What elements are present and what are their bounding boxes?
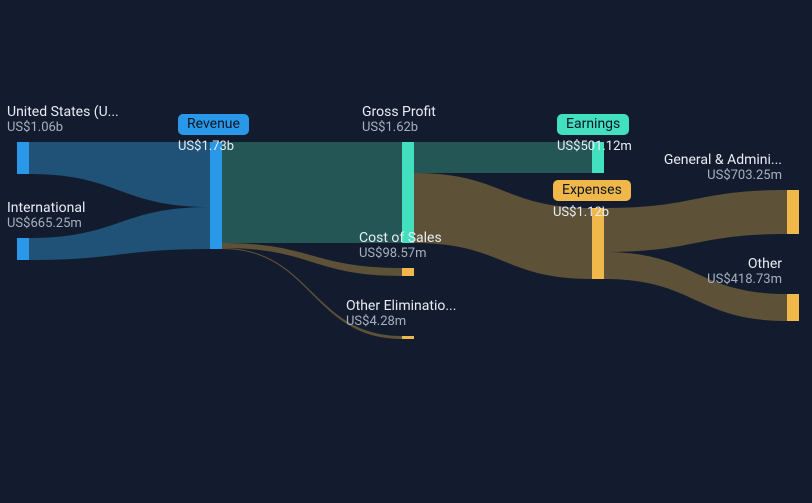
label-revenue: Revenue US$1.73b (178, 113, 249, 154)
label-us: United States (U...US$1.06b (7, 104, 119, 135)
label-exp: Expenses US$1.12b (553, 179, 631, 220)
label-revenue-title: Revenue (178, 114, 249, 135)
label-cos: Cost of SalesUS$98.57m (359, 230, 442, 261)
label-ga: General & Admini...US$703.25m (664, 152, 782, 183)
label-revenue-value: US$1.73b (178, 139, 249, 154)
label-other: OtherUS$418.73m (707, 256, 782, 287)
label-cos-value: US$98.57m (359, 246, 442, 261)
label-intl-title: International (7, 200, 85, 216)
label-other-value: US$418.73m (707, 272, 782, 287)
label-ga-value: US$703.25m (664, 168, 782, 183)
label-elim-title: Other Eliminatio... (346, 298, 456, 314)
label-exp-title: Expenses (553, 180, 631, 201)
label-intl: InternationalUS$665.25m (7, 200, 85, 231)
label-gp-value: US$1.62b (362, 120, 436, 135)
label-ga-title: General & Admini... (664, 152, 782, 168)
label-exp-value: US$1.12b (553, 205, 631, 220)
label-earn-title: Earnings (557, 114, 629, 135)
label-elim-value: US$4.28m (346, 314, 456, 329)
label-intl-value: US$665.25m (7, 216, 85, 231)
label-other-title: Other (707, 256, 782, 272)
label-gp-title: Gross Profit (362, 104, 436, 120)
labels-layer: United States (U...US$1.06b International… (0, 0, 812, 503)
label-earn-value: US$501.12m (557, 139, 632, 154)
label-gp: Gross ProfitUS$1.62b (362, 104, 436, 135)
label-earn: Earnings US$501.12m (557, 113, 632, 154)
label-us-value: US$1.06b (7, 120, 119, 135)
label-us-title: United States (U... (7, 104, 119, 120)
label-cos-title: Cost of Sales (359, 230, 442, 246)
label-elim: Other Eliminatio...US$4.28m (346, 298, 456, 329)
